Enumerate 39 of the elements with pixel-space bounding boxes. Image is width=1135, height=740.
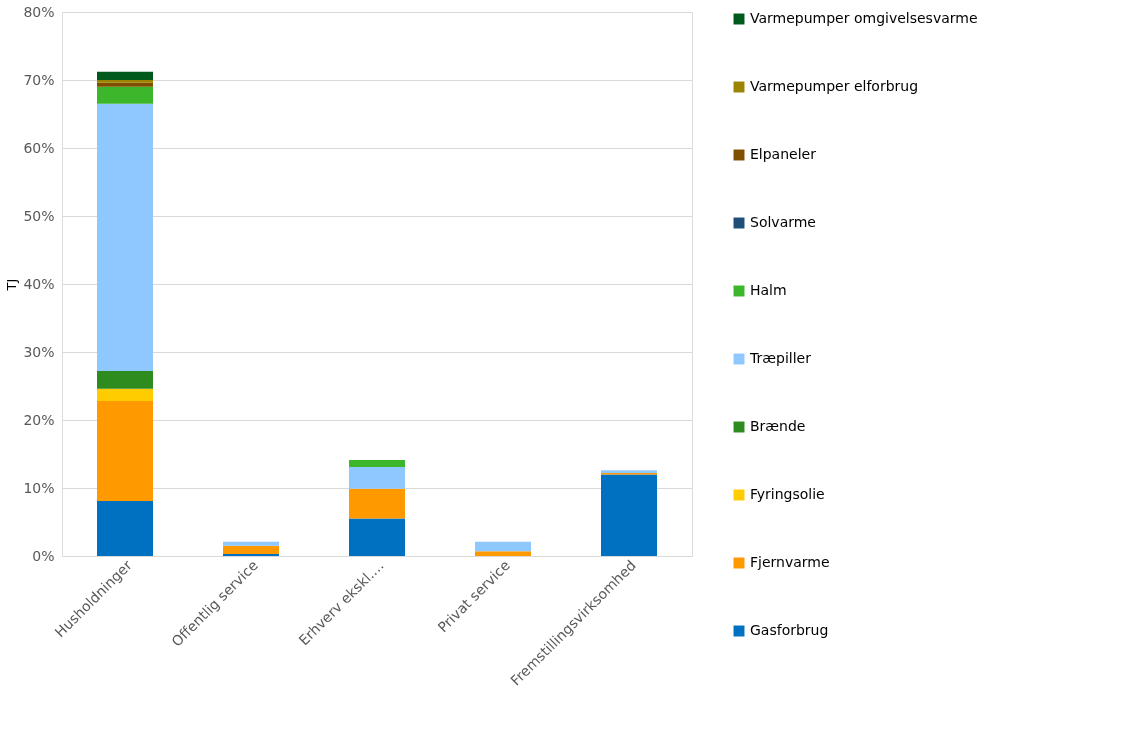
legend-label: Fyringsolie	[750, 486, 825, 502]
y-tick-label: 10%	[23, 479, 55, 496]
y-tick-label: 40%	[23, 275, 55, 292]
bar	[223, 545, 279, 554]
bar	[97, 103, 153, 372]
y-tick-label: 70%	[23, 71, 55, 88]
bar	[349, 466, 405, 489]
bar	[475, 541, 531, 552]
bar	[97, 371, 153, 389]
legend-label: Træpiller	[749, 350, 812, 366]
y-tick-label: 20%	[23, 411, 55, 428]
legend-label: Halm	[750, 282, 787, 298]
bar	[349, 488, 405, 519]
bar	[349, 460, 405, 467]
y-tick-label: 0%	[32, 547, 55, 564]
y-tick-label: 30%	[23, 343, 55, 360]
bar	[97, 400, 153, 501]
bar	[475, 551, 531, 556]
legend-label: Brænde	[750, 418, 806, 434]
legend-label: Elpaneler	[750, 146, 817, 162]
bar	[601, 474, 657, 556]
legend-label: Gasforbrug	[750, 622, 829, 638]
y-tick-label: 60%	[23, 139, 55, 156]
bar	[349, 518, 405, 556]
y-axis-title: TJ	[4, 278, 20, 292]
legend-label: Varmepumper elforbrug	[750, 78, 919, 94]
bar	[97, 500, 153, 556]
y-tick-label: 50%	[23, 207, 55, 224]
bar	[97, 388, 153, 401]
bar	[97, 71, 153, 80]
bar	[97, 80, 153, 83]
bar	[223, 553, 279, 556]
bar	[97, 86, 153, 104]
y-tick-label: 80%	[23, 3, 55, 20]
legend-label: Varmepumper omgivelsesvarme	[750, 10, 978, 26]
bar	[223, 541, 279, 546]
legend-label: Solvarme	[750, 214, 816, 230]
legend-label: Fjernvarme	[750, 554, 830, 570]
bar	[97, 82, 153, 87]
